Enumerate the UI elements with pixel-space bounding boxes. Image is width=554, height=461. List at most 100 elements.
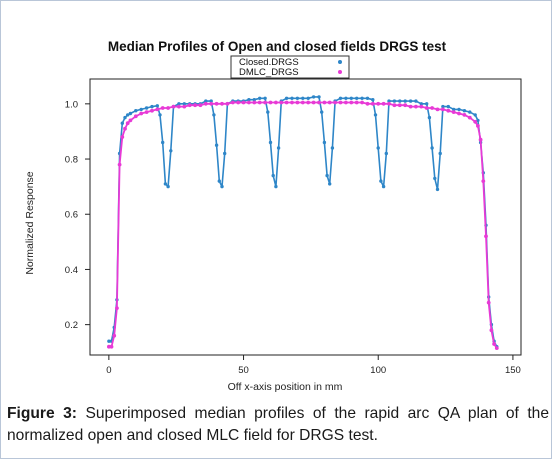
data-point	[327, 100, 332, 105]
data-point	[223, 151, 227, 156]
data-point	[430, 146, 434, 150]
data-point	[217, 179, 221, 183]
data-point	[182, 102, 186, 106]
data-point	[398, 99, 402, 103]
data-point	[376, 146, 380, 150]
legend-entry-label: DMLC_DRGS	[239, 67, 299, 78]
data-point	[295, 100, 300, 105]
data-point	[355, 96, 359, 101]
data-point	[457, 111, 461, 116]
y-tick-label: 0.2	[65, 320, 78, 331]
data-point	[150, 104, 154, 109]
data-point	[408, 104, 413, 109]
data-point	[333, 100, 337, 105]
data-point	[274, 100, 278, 105]
data-point	[150, 108, 154, 113]
data-point	[274, 184, 278, 189]
data-point	[109, 344, 114, 349]
data-point	[268, 100, 273, 105]
data-point	[397, 103, 402, 108]
data-point	[144, 110, 149, 114]
data-point	[187, 103, 192, 108]
data-point	[107, 344, 111, 349]
data-point	[476, 118, 480, 123]
series-line	[108, 96, 498, 348]
data-point	[392, 103, 397, 108]
data-point	[163, 182, 168, 186]
y-tick-label: 0.6	[65, 210, 78, 221]
data-point	[473, 119, 478, 124]
data-point	[441, 107, 445, 112]
legend-frame	[230, 55, 350, 79]
data-point	[430, 106, 434, 110]
y-axis-label: Normalized Response	[24, 171, 36, 274]
data-point	[365, 101, 370, 106]
data-point	[212, 113, 216, 117]
data-point	[290, 100, 294, 105]
data-point	[279, 100, 284, 105]
data-point	[209, 99, 213, 103]
data-point	[306, 100, 311, 105]
data-point	[247, 98, 251, 102]
data-point	[263, 96, 267, 101]
data-point	[266, 110, 270, 114]
data-point	[433, 176, 437, 181]
data-point	[330, 146, 335, 150]
data-point	[134, 109, 138, 113]
data-point	[338, 96, 343, 101]
data-point	[220, 184, 224, 189]
data-point	[476, 124, 480, 128]
figure-label: Figure 3:	[7, 405, 77, 422]
data-point	[338, 100, 343, 105]
data-point	[481, 179, 486, 184]
data-point	[392, 99, 397, 103]
data-point	[271, 173, 275, 178]
data-point	[155, 104, 159, 108]
data-point	[403, 103, 408, 108]
data-point	[268, 140, 273, 145]
data-point	[115, 306, 119, 310]
data-point	[328, 182, 332, 186]
data-point	[236, 100, 241, 105]
data-point	[166, 106, 171, 110]
data-point	[320, 110, 324, 114]
data-point	[414, 99, 418, 103]
data-point	[446, 104, 450, 109]
series-closed-drgs	[107, 95, 499, 349]
series-dmlc-drgs	[107, 100, 499, 350]
figure-caption: Figure 3: Superimposed median profiles o…	[7, 403, 549, 447]
data-point	[457, 107, 461, 112]
y-tick-label: 1.0	[65, 99, 78, 110]
data-point	[478, 137, 483, 142]
data-point	[171, 104, 176, 109]
data-point	[204, 99, 208, 103]
data-point	[144, 106, 149, 110]
data-point	[306, 96, 310, 101]
data-point	[381, 184, 386, 189]
data-point	[387, 101, 391, 106]
data-point	[484, 234, 488, 239]
data-point	[365, 96, 370, 101]
axes: 0 50 100 150 0.2 0.4 0.6 0.8 1.0	[65, 99, 521, 376]
data-point	[225, 101, 230, 106]
data-point	[441, 104, 445, 109]
data-point	[284, 100, 289, 105]
data-point	[125, 121, 130, 126]
data-point	[107, 339, 111, 343]
data-point	[317, 95, 321, 99]
data-point	[360, 96, 364, 101]
data-point	[462, 113, 467, 117]
data-point	[371, 98, 375, 102]
data-point	[252, 100, 257, 105]
profile-chart: Median Profiles of Open and closed field…	[24, 39, 522, 393]
x-tick-label: 0	[106, 365, 111, 376]
data-point	[473, 113, 477, 117]
data-point	[408, 99, 413, 103]
data-point	[384, 151, 388, 156]
data-point	[214, 101, 219, 106]
data-point	[325, 173, 329, 178]
data-point	[379, 179, 383, 183]
data-point	[158, 113, 162, 117]
data-point	[322, 100, 327, 105]
